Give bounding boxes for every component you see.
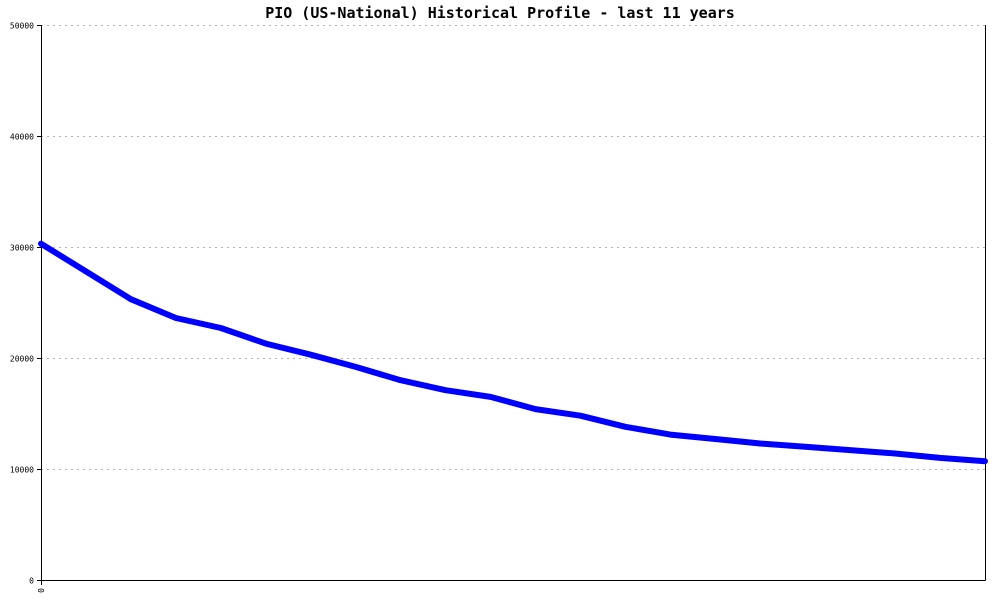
y-tick-label: 10000 <box>10 466 34 475</box>
gridlines <box>41 25 985 470</box>
y-tick-label: 30000 <box>10 244 34 253</box>
series-layer <box>38 240 988 465</box>
chart-title: PIO (US-National) Historical Profile - l… <box>265 4 735 22</box>
tick-labels: 0 10000 20000 30000 40000 50000 0 <box>10 22 46 593</box>
x-tick-label: 0 <box>37 588 46 593</box>
y-tick-label: 50000 <box>10 22 34 31</box>
y-tick-label: 40000 <box>10 133 34 142</box>
y-tick-label: 20000 <box>10 355 34 364</box>
series-line <box>38 240 988 465</box>
axes <box>37 25 986 585</box>
y-tick-label: 0 <box>29 577 34 586</box>
